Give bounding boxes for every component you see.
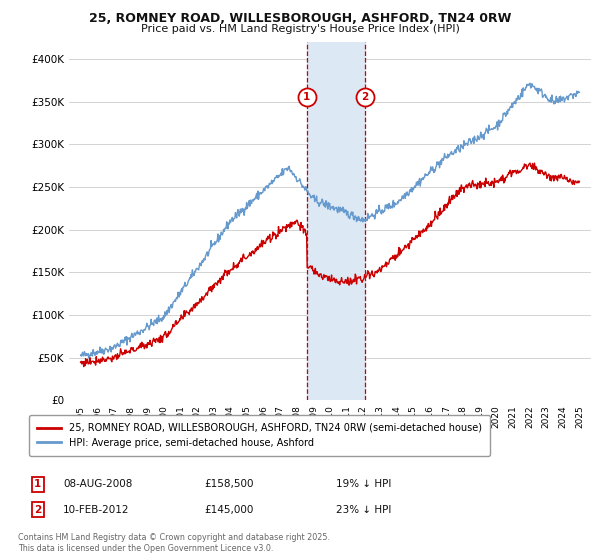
Text: 08-AUG-2008: 08-AUG-2008 (63, 479, 133, 489)
Text: Price paid vs. HM Land Registry's House Price Index (HPI): Price paid vs. HM Land Registry's House … (140, 24, 460, 34)
Text: 19% ↓ HPI: 19% ↓ HPI (336, 479, 391, 489)
Text: £158,500: £158,500 (204, 479, 254, 489)
Text: £145,000: £145,000 (204, 505, 253, 515)
Text: 2: 2 (34, 505, 41, 515)
Text: 10-FEB-2012: 10-FEB-2012 (63, 505, 130, 515)
Text: 25, ROMNEY ROAD, WILLESBOROUGH, ASHFORD, TN24 0RW: 25, ROMNEY ROAD, WILLESBOROUGH, ASHFORD,… (89, 12, 511, 25)
Bar (307, 42, 365, 400)
Text: 1: 1 (34, 479, 41, 489)
Text: 2: 2 (361, 92, 368, 102)
Text: 1: 1 (303, 92, 310, 102)
Legend: 25, ROMNEY ROAD, WILLESBOROUGH, ASHFORD, TN24 0RW (semi-detached house), HPI: Av: 25, ROMNEY ROAD, WILLESBOROUGH, ASHFORD,… (29, 415, 490, 456)
Text: 23% ↓ HPI: 23% ↓ HPI (336, 505, 391, 515)
Text: Contains HM Land Registry data © Crown copyright and database right 2025.
This d: Contains HM Land Registry data © Crown c… (18, 533, 330, 553)
